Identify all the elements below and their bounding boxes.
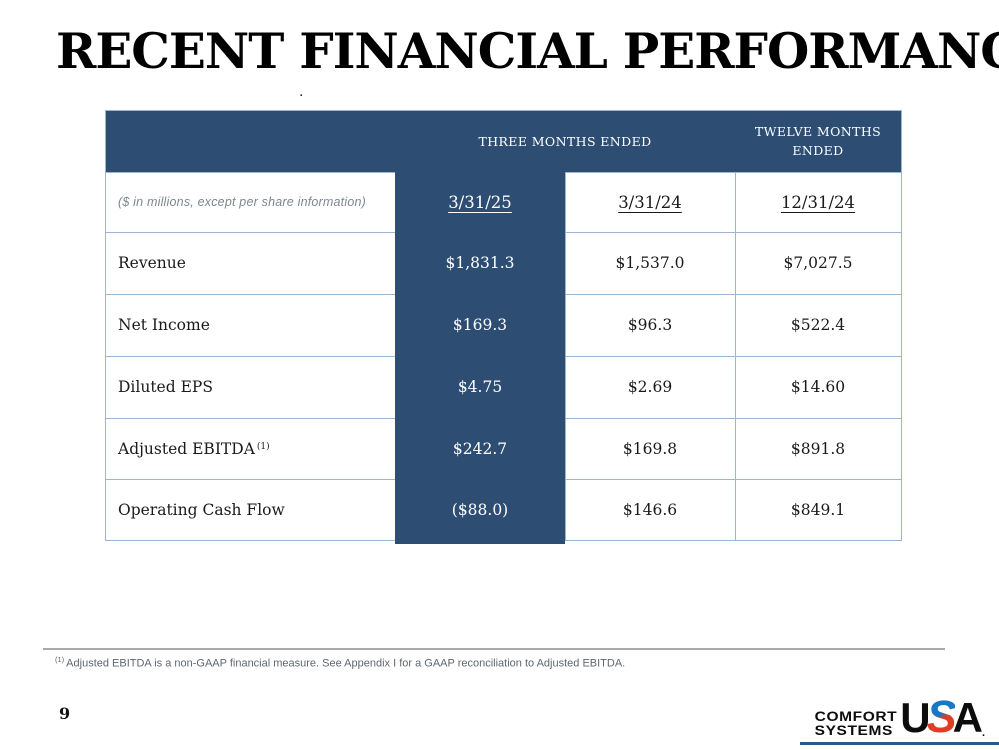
page-number: 9 xyxy=(59,704,71,723)
logo-underline xyxy=(800,742,999,745)
row-label-diluted-eps: Diluted EPS xyxy=(106,356,395,418)
row-label-net-income: Net Income xyxy=(106,294,395,356)
cell-value: $169.8 xyxy=(622,439,678,458)
cell-value: $1,831.3 xyxy=(445,254,515,272)
page-title: RECENT FINANCIAL PERFORMANCE xyxy=(56,22,999,80)
logo-usa-a: A xyxy=(952,694,983,741)
column-date-1: 3/31/25 xyxy=(395,172,565,232)
footnote-ref: (1) xyxy=(256,441,270,452)
row-label-text: Diluted EPS xyxy=(118,378,213,396)
header-spacer xyxy=(106,111,395,172)
cell-value: $169.3 xyxy=(452,316,508,334)
cell-value: $96.3 xyxy=(627,316,673,334)
header-twelve-months-label: TWELVE MONTHS ENDED xyxy=(754,123,882,158)
column-date-1-label: 3/31/25 xyxy=(448,192,512,212)
cell-value: $2.69 xyxy=(627,378,673,396)
logo-wordmark: COMFORT SYSTEMS xyxy=(815,710,898,738)
footnote-text: Adjusted EBITDA is a non-GAAP financial … xyxy=(66,657,626,670)
row-label-text: Revenue xyxy=(118,254,186,272)
column-date-3-label: 12/31/24 xyxy=(780,192,856,212)
cell-value: $4.75 xyxy=(457,378,503,396)
header-three-months: THREE MONTHS ENDED xyxy=(478,134,652,149)
cell-value: $891.8 xyxy=(790,439,846,458)
row-label-adjusted-ebitda: Adjusted EBITDA (1) xyxy=(106,418,395,479)
column-date-3: 12/31/24 xyxy=(735,172,901,232)
cell-value: ($88.0) xyxy=(451,500,509,519)
logo-usa-s-swoosh: S xyxy=(926,691,957,742)
cell-value: $7,027.5 xyxy=(783,254,853,272)
footnote-divider xyxy=(43,648,945,650)
row-label-text: Adjusted EBITDA xyxy=(118,439,255,458)
column-date-2: 3/31/24 xyxy=(565,172,735,232)
header-twelve-months: TWELVE MONTHS ENDED xyxy=(735,111,901,172)
row-label-text: Operating Cash Flow xyxy=(118,500,285,519)
logo-line1: COMFORT xyxy=(814,709,898,725)
logo-line2: SYSTEMS xyxy=(814,723,893,739)
cell-value: $146.6 xyxy=(622,500,678,519)
row-label-text: Net Income xyxy=(118,316,210,334)
financial-table: THREE MONTHS ENDED TWELVE MONTHS ENDED (… xyxy=(105,110,902,544)
row-label-operating-cash-flow: Operating Cash Flow xyxy=(106,479,395,540)
footnote: (1) Adjusted EBITDA is a non-GAAP financi… xyxy=(55,655,915,670)
cell-value: $14.60 xyxy=(790,378,846,396)
stray-dot: . xyxy=(299,84,304,100)
units-note: ($ in millions, except per share informa… xyxy=(118,195,366,209)
gridline xyxy=(565,172,566,540)
cell-value: $1,537.0 xyxy=(615,254,685,272)
footnote-marker: (1) xyxy=(55,655,65,664)
logo-usa-u: U xyxy=(900,694,930,741)
cell-value: $849.1 xyxy=(790,500,846,519)
cell-value: $522.4 xyxy=(790,316,846,334)
cell-value: $242.7 xyxy=(452,439,508,458)
row-label-revenue: Revenue xyxy=(106,232,395,294)
column-date-2-label: 3/31/24 xyxy=(618,192,682,212)
gridline xyxy=(735,172,736,540)
highlight-column-band xyxy=(395,111,565,544)
logo-registered-mark: . xyxy=(981,727,985,739)
